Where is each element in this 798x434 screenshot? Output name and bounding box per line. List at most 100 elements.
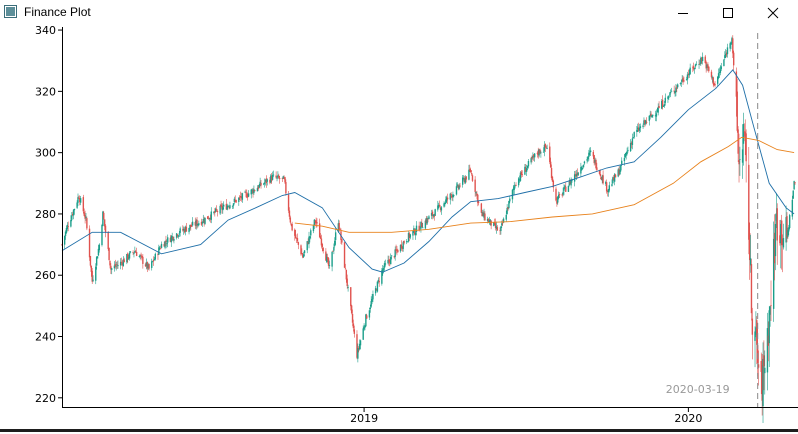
candle-body	[159, 248, 162, 250]
candle-body	[221, 205, 223, 210]
app-icon	[4, 5, 17, 18]
candle-body	[389, 260, 391, 264]
candle-body	[524, 166, 526, 175]
candle-body	[761, 365, 763, 401]
candle-body	[322, 247, 324, 252]
finance-chart[interactable]: 220 240 260 280 300 320 340 2019 2020 2020-03-1…	[0, 24, 798, 429]
candle-body	[446, 197, 449, 200]
candle-body	[270, 175, 272, 183]
y-tick-label: 260	[35, 269, 56, 282]
candle-body	[495, 226, 498, 229]
candle-body	[275, 175, 277, 178]
candle-body	[414, 229, 416, 235]
candle-body	[281, 177, 284, 179]
candle-body	[271, 175, 274, 180]
candle-body	[334, 232, 337, 241]
candle-body	[786, 216, 788, 239]
candle-body	[544, 144, 547, 148]
candle-body	[82, 197, 85, 212]
candle-body	[402, 242, 404, 249]
candle-body	[648, 115, 650, 121]
candle-body	[169, 237, 172, 242]
plot-area[interactable]: 220 240 260 280 300 320 340 2019 2020 2020-03-1…	[0, 24, 798, 429]
candle-body	[254, 190, 256, 192]
candle-body	[663, 104, 666, 107]
y-tick-label: 220	[35, 392, 56, 405]
candle-body	[493, 222, 495, 227]
candle-body	[674, 90, 676, 94]
candle-body	[748, 232, 751, 261]
candle-body	[462, 177, 464, 185]
candle-body	[284, 177, 286, 183]
candle-body	[791, 199, 794, 217]
candle-body	[443, 203, 445, 207]
candle-body	[704, 56, 706, 64]
candle-body	[376, 281, 379, 292]
maximize-button[interactable]	[705, 0, 751, 25]
candle-body	[120, 261, 123, 263]
candle-body	[362, 328, 364, 340]
candle-body	[724, 55, 726, 59]
candle-body	[175, 233, 178, 238]
candle-body	[592, 151, 595, 157]
candle-body	[377, 279, 380, 282]
candle-body	[425, 219, 427, 223]
candle-body	[680, 82, 682, 84]
candle-body	[135, 251, 138, 256]
candle-body	[781, 238, 784, 246]
candle-body	[134, 251, 136, 253]
candle-body	[375, 289, 378, 291]
candle-body	[438, 204, 441, 207]
title-bar[interactable]: Finance Plot	[0, 0, 798, 25]
candle-body	[477, 194, 479, 204]
candle-body	[589, 150, 592, 153]
candle-body	[115, 265, 117, 267]
candle-body	[731, 38, 733, 44]
candle-body	[400, 244, 403, 249]
candle-body	[381, 270, 383, 284]
candle-body	[794, 182, 796, 184]
candle-body	[214, 211, 216, 213]
candle-body	[365, 314, 367, 327]
candle-body	[642, 125, 644, 128]
candle-body	[563, 187, 565, 191]
candle-body	[645, 121, 648, 123]
candle-body	[705, 61, 707, 69]
candle-body	[650, 113, 652, 117]
candle-body	[744, 131, 746, 142]
candle-body	[480, 203, 483, 213]
minimize-button[interactable]	[660, 0, 706, 25]
candle-body	[95, 266, 97, 281]
candle-body	[683, 80, 685, 82]
candle-body	[422, 227, 424, 229]
candle-body	[745, 133, 747, 162]
candle-body	[469, 168, 471, 171]
candle-body	[533, 153, 536, 158]
candle-body	[596, 167, 598, 171]
candle-body	[297, 242, 300, 245]
candle-body	[699, 63, 701, 65]
candle-body	[346, 278, 348, 287]
candle-body	[500, 226, 502, 232]
candle-body	[313, 219, 316, 226]
candle-body	[197, 223, 199, 226]
candle-body	[525, 168, 527, 172]
candle-body	[325, 251, 327, 261]
close-button[interactable]	[750, 0, 796, 25]
candle-body	[706, 64, 708, 68]
candle-body	[247, 193, 250, 197]
candle-body	[148, 264, 150, 269]
candle-body	[658, 105, 660, 109]
candle-body	[525, 168, 528, 172]
candle-body	[107, 232, 109, 250]
candle-body	[207, 216, 209, 219]
candle-body	[483, 212, 485, 218]
candle-body	[509, 198, 511, 202]
candle-body	[238, 196, 241, 198]
candle-body	[770, 305, 772, 307]
candle-body	[406, 241, 409, 243]
candle-body	[656, 111, 658, 113]
candle-body	[289, 217, 292, 223]
candle-body	[128, 252, 131, 259]
candle-body	[383, 263, 386, 268]
